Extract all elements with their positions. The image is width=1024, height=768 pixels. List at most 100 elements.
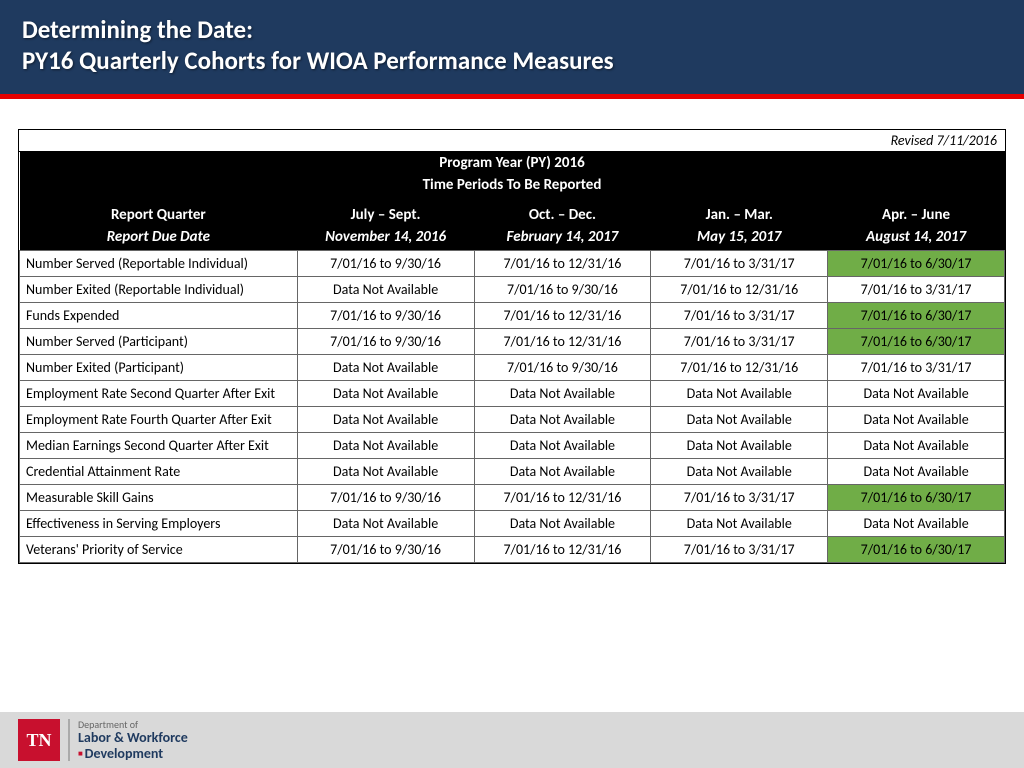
content-area: Revised 7/11/2016 Program Year (PY) 2016… bbox=[0, 99, 1024, 564]
data-cell: Data Not Available bbox=[651, 407, 828, 433]
metric-cell: Number Served (Reportable Individual) bbox=[20, 251, 298, 277]
metric-cell: Employment Rate Fourth Quarter After Exi… bbox=[20, 407, 298, 433]
data-cell: 7/01/16 to 12/31/16 bbox=[474, 303, 651, 329]
table-row: Employment Rate Second Quarter After Exi… bbox=[20, 381, 1005, 407]
data-cell: 7/01/16 to 12/31/16 bbox=[651, 355, 828, 381]
table-row: Employment Rate Fourth Quarter After Exi… bbox=[20, 407, 1005, 433]
data-cell: Data Not Available bbox=[474, 433, 651, 459]
table-row: Median Earnings Second Quarter After Exi… bbox=[20, 433, 1005, 459]
data-cell: 7/01/16 to 12/31/16 bbox=[474, 329, 651, 355]
due-date-3: May 15, 2017 bbox=[651, 226, 828, 251]
metric-cell: Measurable Skill Gains bbox=[20, 485, 298, 511]
table-container: Revised 7/11/2016 Program Year (PY) 2016… bbox=[18, 129, 1006, 564]
data-cell: 7/01/16 to 9/30/16 bbox=[297, 485, 474, 511]
data-cell: Data Not Available bbox=[651, 459, 828, 485]
data-cell: Data Not Available bbox=[651, 511, 828, 537]
data-cell: Data Not Available bbox=[297, 277, 474, 303]
metric-cell: Effectiveness in Serving Employers bbox=[20, 511, 298, 537]
data-cell: 7/01/16 to 3/31/17 bbox=[651, 329, 828, 355]
data-cell: 7/01/16 to 9/30/16 bbox=[297, 303, 474, 329]
table-row: Number Served (Reportable Individual)7/0… bbox=[20, 251, 1005, 277]
metric-cell: Number Exited (Participant) bbox=[20, 355, 298, 381]
data-cell: Data Not Available bbox=[828, 407, 1005, 433]
data-cell: Data Not Available bbox=[651, 381, 828, 407]
data-cell: Data Not Available bbox=[828, 433, 1005, 459]
title-line-2: PY16 Quarterly Cohorts for WIOA Performa… bbox=[22, 45, 1002, 76]
data-cell: 7/01/16 to 3/31/17 bbox=[651, 485, 828, 511]
data-cell: Data Not Available bbox=[297, 355, 474, 381]
data-cell: Data Not Available bbox=[297, 511, 474, 537]
quarter-col-4: Apr. – June bbox=[828, 200, 1005, 226]
data-cell: Data Not Available bbox=[474, 459, 651, 485]
data-cell: 7/01/16 to 9/30/16 bbox=[297, 537, 474, 563]
data-cell: 7/01/16 to 12/31/16 bbox=[474, 485, 651, 511]
data-cell: Data Not Available bbox=[297, 407, 474, 433]
slide-header: Determining the Date: PY16 Quarterly Coh… bbox=[0, 0, 1024, 94]
data-cell: 7/01/16 to 6/30/17 bbox=[828, 537, 1005, 563]
dept-line-3: Development bbox=[78, 746, 188, 761]
data-cell: 7/01/16 to 12/31/16 bbox=[474, 537, 651, 563]
revised-label: Revised 7/11/2016 bbox=[19, 130, 1005, 152]
data-cell: 7/01/16 to 6/30/17 bbox=[828, 251, 1005, 277]
quarter-col-2: Oct. – Dec. bbox=[474, 200, 651, 226]
quarter-col-1: July – Sept. bbox=[297, 200, 474, 226]
data-cell: 7/01/16 to 6/30/17 bbox=[828, 485, 1005, 511]
table-subtitle-row: Time Periods To Be Reported bbox=[20, 174, 1005, 200]
data-cell: Data Not Available bbox=[297, 381, 474, 407]
program-year-title: Program Year (PY) 2016 bbox=[20, 152, 1005, 174]
table-row: Number Exited (Participant)Data Not Avai… bbox=[20, 355, 1005, 381]
data-cell: Data Not Available bbox=[297, 433, 474, 459]
table-row: Number Exited (Reportable Individual)Dat… bbox=[20, 277, 1005, 303]
table-row: Effectiveness in Serving EmployersData N… bbox=[20, 511, 1005, 537]
metric-cell: Median Earnings Second Quarter After Exi… bbox=[20, 433, 298, 459]
data-cell: 7/01/16 to 6/30/17 bbox=[828, 303, 1005, 329]
data-cell: Data Not Available bbox=[651, 433, 828, 459]
due-date-4: August 14, 2017 bbox=[828, 226, 1005, 251]
data-cell: Data Not Available bbox=[474, 407, 651, 433]
data-cell: 7/01/16 to 3/31/17 bbox=[828, 277, 1005, 303]
cohort-table: Program Year (PY) 2016 Time Periods To B… bbox=[19, 152, 1005, 563]
data-cell: Data Not Available bbox=[828, 511, 1005, 537]
metric-cell: Veterans' Priority of Service bbox=[20, 537, 298, 563]
metric-cell: Number Exited (Reportable Individual) bbox=[20, 277, 298, 303]
data-cell: 7/01/16 to 6/30/17 bbox=[828, 329, 1005, 355]
data-cell: 7/01/16 to 3/31/17 bbox=[651, 251, 828, 277]
data-cell: Data Not Available bbox=[474, 511, 651, 537]
data-cell: 7/01/16 to 9/30/16 bbox=[474, 277, 651, 303]
due-date-1: November 14, 2016 bbox=[297, 226, 474, 251]
data-cell: 7/01/16 to 3/31/17 bbox=[651, 537, 828, 563]
data-cell: Data Not Available bbox=[828, 459, 1005, 485]
quarter-col-3: Jan. – Mar. bbox=[651, 200, 828, 226]
footer-bar: TN Department of Labor & Workforce Devel… bbox=[0, 712, 1024, 768]
data-cell: Data Not Available bbox=[828, 381, 1005, 407]
dept-line-2: Labor & Workforce bbox=[78, 730, 188, 745]
due-date-2: February 14, 2017 bbox=[474, 226, 651, 251]
department-label: Department of Labor & Workforce Developm… bbox=[68, 719, 188, 761]
title-line-1: Determining the Date: bbox=[22, 14, 1002, 45]
table-row: Funds Expended7/01/16 to 9/30/167/01/16 … bbox=[20, 303, 1005, 329]
due-date-row: Report Due Date November 14, 2016 Februa… bbox=[20, 226, 1005, 251]
report-quarter-label: Report Quarter bbox=[20, 200, 298, 226]
data-cell: 7/01/16 to 3/31/17 bbox=[651, 303, 828, 329]
data-cell: Data Not Available bbox=[474, 381, 651, 407]
report-due-label: Report Due Date bbox=[20, 226, 298, 251]
table-row: Credential Attainment RateData Not Avail… bbox=[20, 459, 1005, 485]
metric-cell: Funds Expended bbox=[20, 303, 298, 329]
table-row: Number Served (Participant)7/01/16 to 9/… bbox=[20, 329, 1005, 355]
quarter-header-row: Report Quarter July – Sept. Oct. – Dec. … bbox=[20, 200, 1005, 226]
data-cell: 7/01/16 to 12/31/16 bbox=[474, 251, 651, 277]
data-cell: 7/01/16 to 9/30/16 bbox=[297, 251, 474, 277]
data-cell: Data Not Available bbox=[297, 459, 474, 485]
metric-cell: Number Served (Participant) bbox=[20, 329, 298, 355]
table-title-row: Program Year (PY) 2016 bbox=[20, 152, 1005, 174]
table-row: Veterans' Priority of Service7/01/16 to … bbox=[20, 537, 1005, 563]
table-row: Measurable Skill Gains7/01/16 to 9/30/16… bbox=[20, 485, 1005, 511]
data-cell: 7/01/16 to 9/30/16 bbox=[474, 355, 651, 381]
program-year-subtitle: Time Periods To Be Reported bbox=[20, 174, 1005, 200]
tn-logo-badge: TN bbox=[18, 719, 60, 761]
metric-cell: Credential Attainment Rate bbox=[20, 459, 298, 485]
data-cell: 7/01/16 to 12/31/16 bbox=[651, 277, 828, 303]
metric-cell: Employment Rate Second Quarter After Exi… bbox=[20, 381, 298, 407]
data-cell: 7/01/16 to 3/31/17 bbox=[828, 355, 1005, 381]
data-cell: 7/01/16 to 9/30/16 bbox=[297, 329, 474, 355]
